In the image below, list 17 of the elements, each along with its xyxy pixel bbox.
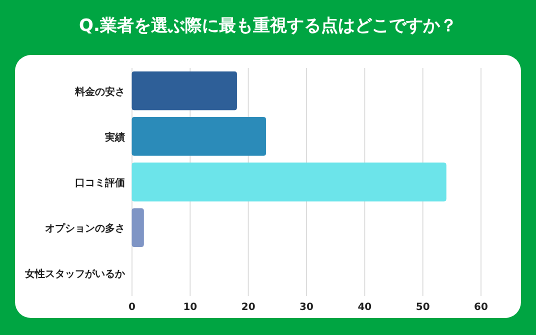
bar <box>132 71 237 110</box>
x-tick-label: 0 <box>128 302 136 313</box>
bar <box>132 208 144 247</box>
x-tick-label: 50 <box>416 302 430 313</box>
x-tick-label: 30 <box>300 302 314 313</box>
bar <box>132 162 446 202</box>
y-tick-label: 実績 <box>104 131 125 144</box>
y-tick-label: 女性スタッフがいるか <box>24 268 126 280</box>
x-tick-label: 10 <box>183 302 198 313</box>
y-tick-label: 口コミ評価 <box>75 177 125 189</box>
y-tick-label: オプションの多さ <box>45 222 125 235</box>
chart-title: Q.業者を選ぶ際に最も重視する点はどこですか？ <box>79 16 457 36</box>
y-tick-label: 料金の安さ <box>74 86 125 98</box>
x-tick-label: 60 <box>474 302 488 313</box>
x-tick-label: 40 <box>358 302 372 313</box>
x-tick-label: 20 <box>241 302 256 313</box>
bar <box>132 117 266 156</box>
